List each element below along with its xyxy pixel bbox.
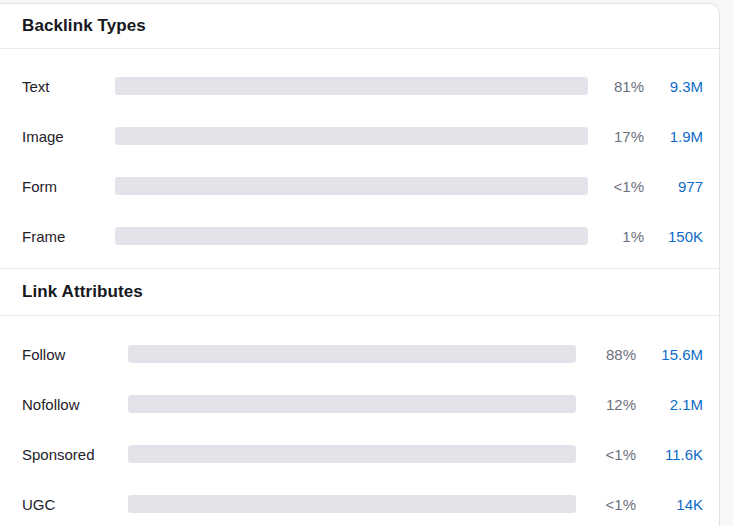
row-label: Nofollow	[22, 396, 128, 413]
table-row: Frame 1% 150K	[0, 211, 719, 261]
bar-track	[128, 395, 576, 413]
row-percent: 88%	[576, 346, 636, 363]
bar-track	[128, 445, 576, 463]
row-value-link[interactable]: 14K	[636, 496, 703, 513]
row-value-link[interactable]: 977	[644, 178, 703, 195]
section-title: Backlink Types	[22, 16, 146, 36]
row-label: UGC	[22, 496, 128, 513]
bar-track	[115, 177, 588, 195]
table-row: Text 81% 9.3M	[0, 61, 719, 111]
row-percent: 81%	[588, 78, 644, 95]
row-percent: 1%	[588, 228, 644, 245]
table-row: Image 17% 1.9M	[0, 111, 719, 161]
section-header-link-attributes: Link Attributes	[0, 268, 719, 316]
row-value-link[interactable]: 150K	[644, 228, 703, 245]
row-percent: 17%	[588, 128, 644, 145]
row-label: Follow	[22, 346, 128, 363]
row-value-link[interactable]: 9.3M	[644, 78, 703, 95]
row-label: Text	[22, 78, 115, 95]
row-percent: <1%	[588, 178, 644, 195]
table-row: Form <1% 977	[0, 161, 719, 211]
backlinks-overview-card: Backlink Types Text 81% 9.3M Image 17% 1…	[0, 3, 720, 526]
table-row: Nofollow 12% 2.1M	[0, 379, 719, 429]
row-percent: <1%	[576, 446, 636, 463]
bar-track	[128, 495, 576, 513]
row-label: Sponsored	[22, 446, 128, 463]
row-label: Form	[22, 178, 115, 195]
row-percent: 12%	[576, 396, 636, 413]
bar-track	[115, 227, 588, 245]
backlink-types-rows: Text 81% 9.3M Image 17% 1.9M Form <1% 97…	[0, 49, 719, 268]
bar-track	[115, 77, 588, 95]
section-title: Link Attributes	[22, 282, 143, 302]
table-row: Follow 88% 15.6M	[0, 329, 719, 379]
table-row: UGC <1% 14K	[0, 479, 719, 526]
row-label: Image	[22, 128, 115, 145]
row-value-link[interactable]: 11.6K	[636, 446, 703, 463]
row-percent: <1%	[576, 496, 636, 513]
bar-track	[128, 345, 576, 363]
row-label: Frame	[22, 228, 115, 245]
bar-track	[115, 127, 588, 145]
row-value-link[interactable]: 1.9M	[644, 128, 703, 145]
section-header-backlink-types: Backlink Types	[0, 4, 719, 49]
link-attributes-rows: Follow 88% 15.6M Nofollow 12% 2.1M Spons…	[0, 316, 719, 526]
row-value-link[interactable]: 2.1M	[636, 396, 703, 413]
table-row: Sponsored <1% 11.6K	[0, 429, 719, 479]
row-value-link[interactable]: 15.6M	[636, 346, 703, 363]
